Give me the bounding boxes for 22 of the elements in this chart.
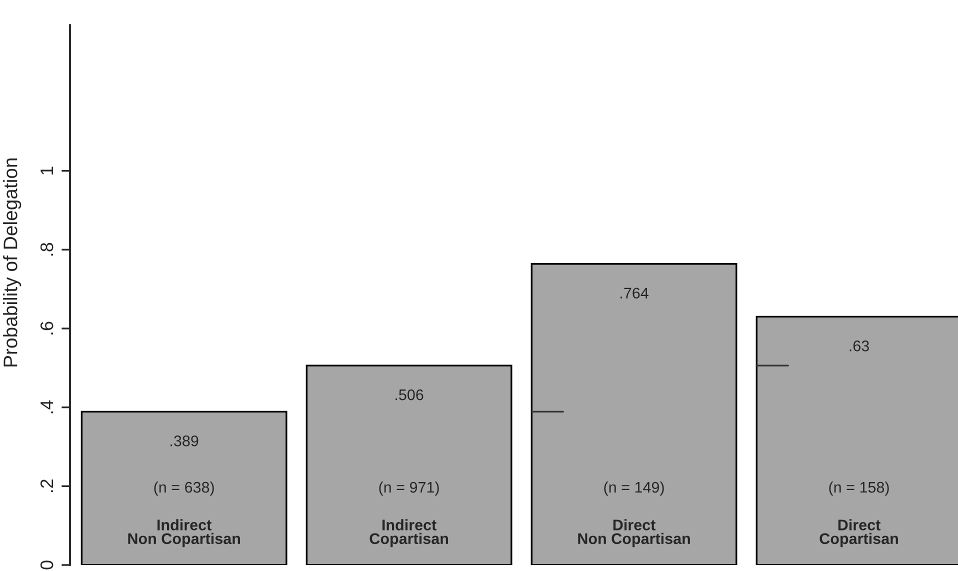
data-label: .764 [620, 288, 648, 299]
bar [530, 263, 738, 565]
annotation: (n = 971) [379, 481, 439, 496]
y-tick-label: .8 [40, 242, 54, 256]
x-tick-label: Direct Non Copartisan [578, 519, 690, 548]
annotation: (n = 158) [829, 481, 889, 496]
y-tick-label: .2 [40, 480, 54, 492]
x-tick-label: Direct Copartisan [820, 519, 898, 548]
bar [80, 410, 288, 565]
y-axis-title: Probability of Delegation [3, 158, 22, 366]
x-tick-label: Indirect Non Copartisan [128, 519, 240, 548]
data-label: .389 [170, 436, 198, 446]
y-tick-label: .4 [40, 400, 54, 414]
bar [306, 364, 512, 565]
annotation: (n = 149) [604, 481, 664, 496]
data-label: .63 [850, 340, 869, 352]
data-label: .506 [396, 389, 424, 400]
annotation: (n = 638) [154, 481, 214, 496]
x-tick-label: Indirect Copartisan [370, 519, 448, 548]
y-tick-label: 0 [40, 560, 54, 570]
y-tick-label: 1 [40, 166, 54, 174]
y-tick-label: .6 [40, 322, 54, 334]
